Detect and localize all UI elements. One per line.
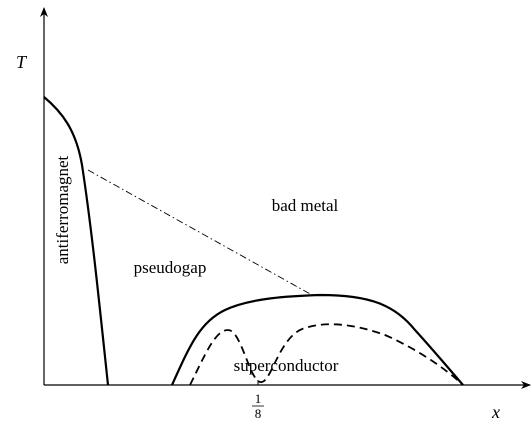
bad-metal-label: bad metal [272,196,339,215]
pseudogap-crossover [87,169,313,296]
tick-numerator: 1 [255,391,262,406]
dashed-dome [189,323,464,386]
superconductor-dome [170,293,464,386]
tick-denominator: 8 [255,406,262,421]
x-axis-label: x [491,402,500,421]
antiferromagnet-label: antiferromagnet [53,155,72,264]
antiferromagnet-boundary [43,96,110,386]
superconductor-label: superconductor [234,356,339,375]
y-axis-label: T [16,52,28,72]
pseudogap-label: pseudogap [134,258,207,277]
